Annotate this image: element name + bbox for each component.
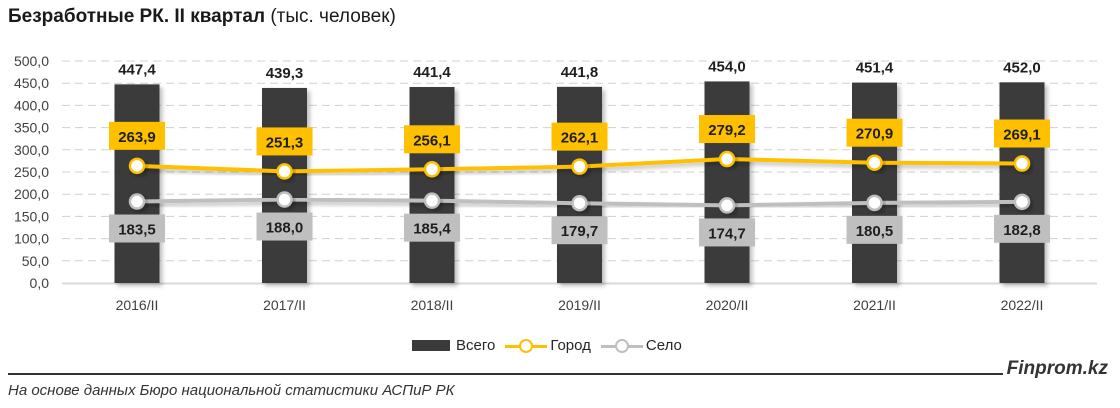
marker-city <box>1013 155 1031 172</box>
x-tick-label: 2021/II <box>853 297 896 313</box>
village-label-box <box>699 218 755 247</box>
marker-village <box>423 192 441 209</box>
legend-label-total: Всего <box>456 337 496 354</box>
marker-city <box>718 150 736 168</box>
x-tick-label: 2020/II <box>706 297 749 313</box>
village-label-box <box>109 214 165 243</box>
chart-title-main: Безработные РК. II квартал <box>8 6 266 27</box>
y-tick-label: 200,0 <box>14 186 49 202</box>
city-label-box <box>256 127 313 156</box>
city-value-label: 269,1 <box>1003 127 1041 144</box>
bar-total <box>262 87 307 283</box>
village-value-label: 174,7 <box>708 225 746 242</box>
chart-title: Безработные РК. II квартал (тыс. человек… <box>8 6 396 28</box>
y-tick-label: 250,0 <box>14 164 49 180</box>
gridlines <box>62 60 1097 285</box>
bar-total <box>852 82 897 283</box>
chart-title-unit: (тыс. человек) <box>270 6 396 27</box>
y-axis: 0,0 50,0 100,0 150,0 200,0 250,0 300,0 350,0 400… <box>14 53 49 291</box>
bar-total <box>999 82 1045 283</box>
village-label-box <box>846 215 903 244</box>
x-tick-label: 2016/II <box>116 297 159 313</box>
marker-city <box>276 163 293 180</box>
village-label-box <box>256 212 313 241</box>
y-tick-label: 50,0 <box>22 253 49 269</box>
total-value-label: 441,4 <box>413 64 451 81</box>
village-label-box <box>994 214 1050 243</box>
marker-village <box>128 193 146 210</box>
y-tick-label: 400,0 <box>14 97 49 113</box>
bar-total <box>704 81 750 283</box>
series-lines <box>128 150 1031 214</box>
total-value-label: 452,0 <box>1003 59 1041 76</box>
village-value-label: 183,5 <box>118 222 156 239</box>
x-tick-label: 2022/II <box>1001 297 1044 313</box>
village-label-box <box>551 216 608 245</box>
legend-bar-swatch-icon <box>412 340 450 351</box>
y-tick-label: 100,0 <box>14 231 49 247</box>
total-value-label: 451,4 <box>856 60 894 77</box>
city-label-box <box>109 121 165 150</box>
legend-line-marker-icon-city <box>505 338 548 353</box>
data-labels: 447,4 439,3 441,4 441,8 454,0 451,4 452,0 263,9… <box>109 58 1050 247</box>
bar-total <box>557 86 602 284</box>
marker-village <box>718 197 736 214</box>
marker-city <box>128 157 146 175</box>
total-value-label: 441,8 <box>561 64 599 81</box>
marker-city <box>571 158 588 175</box>
y-tick-label: 0,0 <box>30 275 50 291</box>
village-value-label: 179,7 <box>561 223 599 240</box>
city-label-box <box>846 118 903 147</box>
city-value-label: 263,9 <box>118 129 156 146</box>
x-tick-label: 2019/II <box>558 297 601 313</box>
legend-label-village: Село <box>645 337 682 354</box>
city-value-label: 262,1 <box>561 130 599 147</box>
legend-label-city: Город <box>550 337 591 354</box>
legend-item-city: Город <box>505 337 591 354</box>
marker-village <box>1013 193 1031 211</box>
marker-city <box>866 154 883 171</box>
bar-total <box>409 87 455 283</box>
marker-city <box>423 161 441 178</box>
city-value-label: 270,9 <box>856 126 894 143</box>
city-label-box <box>404 125 460 154</box>
brand-logo: Finprom.kz <box>1006 358 1108 379</box>
y-tick-label: 500,0 <box>14 53 49 69</box>
y-tick-label: 450,0 <box>14 75 49 91</box>
footer-divider <box>8 373 1003 375</box>
village-label-box <box>404 213 460 242</box>
y-tick-label: 150,0 <box>14 208 49 224</box>
city-label-box <box>551 122 608 151</box>
legend-item-village: Село <box>600 337 682 354</box>
marker-village <box>276 191 293 208</box>
legend-item-total: Всего <box>412 337 495 354</box>
village-value-label: 180,5 <box>856 223 894 240</box>
total-value-label: 454,0 <box>708 58 746 75</box>
x-tick-label: 2017/II <box>263 297 306 313</box>
x-tick-label: 2018/II <box>411 297 454 313</box>
bars-total <box>114 81 1045 284</box>
city-label-box <box>994 119 1050 148</box>
city-value-label: 251,3 <box>266 134 304 151</box>
total-value-label: 447,4 <box>118 61 156 78</box>
city-value-label: 279,2 <box>708 122 746 139</box>
legend-line-marker-icon-village <box>600 338 643 353</box>
city-value-label: 256,1 <box>413 132 451 149</box>
y-tick-label: 350,0 <box>14 120 49 136</box>
marker-village <box>571 194 588 212</box>
village-value-label: 188,0 <box>266 220 304 237</box>
village-value-label: 182,8 <box>1003 222 1041 239</box>
city-label-box <box>699 115 755 144</box>
source-note: На основе данных Бюро национальной стати… <box>8 382 455 399</box>
marker-village <box>866 194 883 212</box>
chart-plot: 0,0 50,0 100,0 150,0 200,0 250,0 300,0 350,0 400… <box>14 53 1097 313</box>
total-value-label: 439,3 <box>266 65 304 82</box>
y-tick-label: 300,0 <box>14 142 49 158</box>
x-axis: 2016/II 2017/II 2018/II 2019/II 2020/II 2021/… <box>116 297 1044 313</box>
bar-total <box>114 84 160 283</box>
village-value-label: 185,4 <box>413 221 451 238</box>
legend: Всего Город Село <box>412 337 692 354</box>
